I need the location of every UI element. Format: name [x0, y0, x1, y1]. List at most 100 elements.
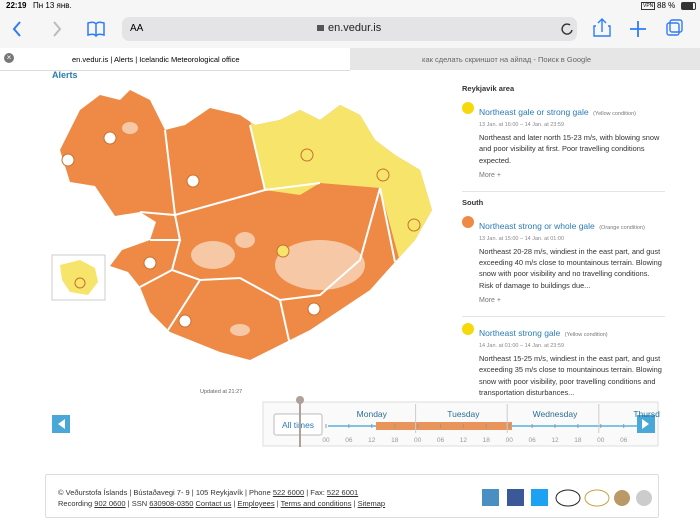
footer-text: |	[274, 499, 281, 508]
more-link[interactable]: More +	[479, 171, 501, 179]
logo-1[interactable]	[482, 489, 499, 506]
alerts-panel: Reykjavik area Northeast gale or strong g…	[462, 80, 665, 398]
footer-text: | Fax:	[304, 488, 327, 497]
alert-text: Northeast and later north 15-23 m/s, wit…	[479, 133, 660, 165]
logo-5[interactable]	[636, 490, 652, 506]
url[interactable]: en.vedur.is	[328, 22, 382, 34]
date: Пн 13 янв.	[33, 1, 72, 10]
lock-icon	[317, 25, 324, 31]
hour-label: 12	[368, 437, 376, 444]
footer-link[interactable]: Sitemap	[357, 499, 386, 508]
alert-item: Northeast gale or strong gale (Yellow co…	[462, 102, 665, 192]
reload-button[interactable]	[561, 23, 573, 35]
toolbar-icons	[12, 17, 683, 41]
close-tab[interactable]: ×	[4, 53, 14, 63]
alert-title[interactable]: Northeast gale or strong gale	[479, 107, 589, 117]
alert-heading: Northeast strong or whole gale (Orange c…	[479, 216, 665, 234]
logo-3[interactable]	[584, 489, 610, 507]
day-label: Monday	[357, 409, 388, 419]
hour-label: 12	[551, 437, 559, 444]
footer-link[interactable]: Employees	[237, 499, 275, 508]
timeline: All times Monday Tuesday Wednesday Thursd 00…	[52, 396, 660, 447]
alert-text: Northeast 20-28 m/s, windiest in the eas…	[479, 246, 662, 290]
hour-label: 06	[528, 437, 536, 444]
alert-icon	[462, 102, 474, 114]
hour-label: 06	[620, 437, 628, 444]
text-size-button[interactable]: AA	[130, 23, 144, 34]
logo-2[interactable]	[555, 489, 581, 507]
page-heading: Alerts	[52, 70, 78, 80]
tabs-button-back	[669, 19, 683, 33]
time: 22:19	[6, 1, 27, 10]
footer-logos	[482, 489, 652, 507]
hour-label: 00	[414, 437, 422, 444]
address-bar[interactable]	[122, 17, 577, 41]
logo-4[interactable]	[614, 490, 630, 506]
day-label: Tuesday	[447, 409, 480, 419]
footer-link[interactable]: 902 0600	[94, 499, 126, 508]
alert-time: 13 Jan. at 15:00 – 14 Jan. at 01:00	[479, 235, 565, 242]
status-bar: 22:19 Пн 13 янв. VPN 88 %	[0, 0, 700, 12]
battery: 88 %	[657, 1, 676, 10]
footer-link[interactable]: 630908-0350	[149, 499, 194, 508]
hour-label: 18	[574, 437, 582, 444]
day-label: Thursd	[633, 409, 660, 419]
hour-label: 06	[345, 437, 353, 444]
footer-text: © Veðurstofa Íslands | Bústaðavegi 7- 9 …	[58, 488, 273, 497]
tab-title: как сделать скриншот на айпад - Поиск в …	[422, 55, 592, 64]
alert-time: 14 Jan. at 01:00 – 14 Jan. at 23:59	[479, 343, 565, 350]
forward-button[interactable]	[53, 21, 62, 37]
alert-item: Northeast strong or whole gale (Orange c…	[462, 215, 665, 318]
section-title: South	[462, 197, 484, 207]
alert-time: 13 Jan. at 16:00 – 14 Jan. at 23:59	[479, 122, 565, 128]
tabs-button[interactable]	[666, 22, 680, 36]
tab-inactive[interactable]: как сделать скриншот на айпад - Поиск в …	[350, 48, 700, 70]
alert-period	[376, 422, 512, 430]
battery-icon	[681, 2, 696, 10]
vpn: VPN	[641, 2, 656, 10]
map-icons	[61, 131, 421, 328]
footer-line: © Veðurstofa Íslands | Bústaðavegi 7- 9 …	[58, 487, 385, 498]
footer-text: © Veðurstofa Íslands | Bústaðavegi 7- 9 …	[58, 487, 385, 509]
bookmarks-button[interactable]	[87, 21, 105, 38]
share-button[interactable]	[593, 18, 611, 37]
alert-icon	[462, 215, 474, 228]
updated-label: Updated at 21:27	[200, 389, 243, 395]
hour-label: 06	[437, 437, 445, 444]
footer-link[interactable]: Terms and conditions	[280, 499, 352, 508]
tab-active[interactable]: × en.vedur.is | Alerts | Icelandic Meteo…	[0, 48, 350, 71]
alert-icon	[462, 323, 474, 336]
alert-title[interactable]: Northeast strong or whole gale	[479, 220, 595, 231]
tab-title: en.vedur.is | Alerts | Icelandic Meteoro…	[72, 55, 240, 64]
map-regions	[122, 100, 432, 346]
more-link[interactable]: More +	[479, 297, 501, 305]
hour-label: 18	[483, 437, 491, 444]
footer-line: Recording 902 0600 | SSN 630908-0350 Con…	[58, 498, 385, 509]
toolbar: AA en.vedur.is	[0, 12, 700, 48]
footer-text: Recording	[58, 499, 95, 508]
back-button[interactable]	[12, 21, 21, 37]
alert-map	[51, 90, 432, 360]
facebook[interactable]	[507, 489, 524, 506]
all-times-button[interactable]	[273, 413, 323, 436]
divider	[462, 190, 665, 192]
footer-text: |	[231, 499, 238, 508]
footer-link[interactable]: 522 6000	[272, 488, 305, 497]
hour-label: 00	[597, 437, 605, 444]
twitter[interactable]	[531, 489, 548, 506]
footer-link[interactable]: 522 6001	[326, 488, 359, 497]
alert-title[interactable]: Northeast strong gale	[479, 328, 561, 339]
all-times-label: All times	[282, 420, 314, 430]
alert-condition: (Yellow condition)	[593, 111, 636, 117]
day-label: Wednesday	[533, 409, 578, 419]
new-tab-button[interactable]	[630, 21, 646, 37]
hour-label: 00	[322, 437, 330, 444]
footer: © Veðurstofa Íslands | Bústaðavegi 7- 9 …	[45, 474, 659, 518]
section-title: Reykjavik area	[462, 84, 515, 93]
footer-link[interactable]: Contact us	[195, 499, 232, 508]
alert-item: Northeast strong gale (Yellow condition)…	[462, 323, 665, 398]
alert-text: Northeast 15-25 m/s, windiest in the eas…	[479, 354, 662, 397]
alert-heading: Northeast gale or strong gale (Yellow co…	[479, 102, 665, 120]
alert-heading: Northeast strong gale (Yellow condition)	[479, 323, 665, 341]
